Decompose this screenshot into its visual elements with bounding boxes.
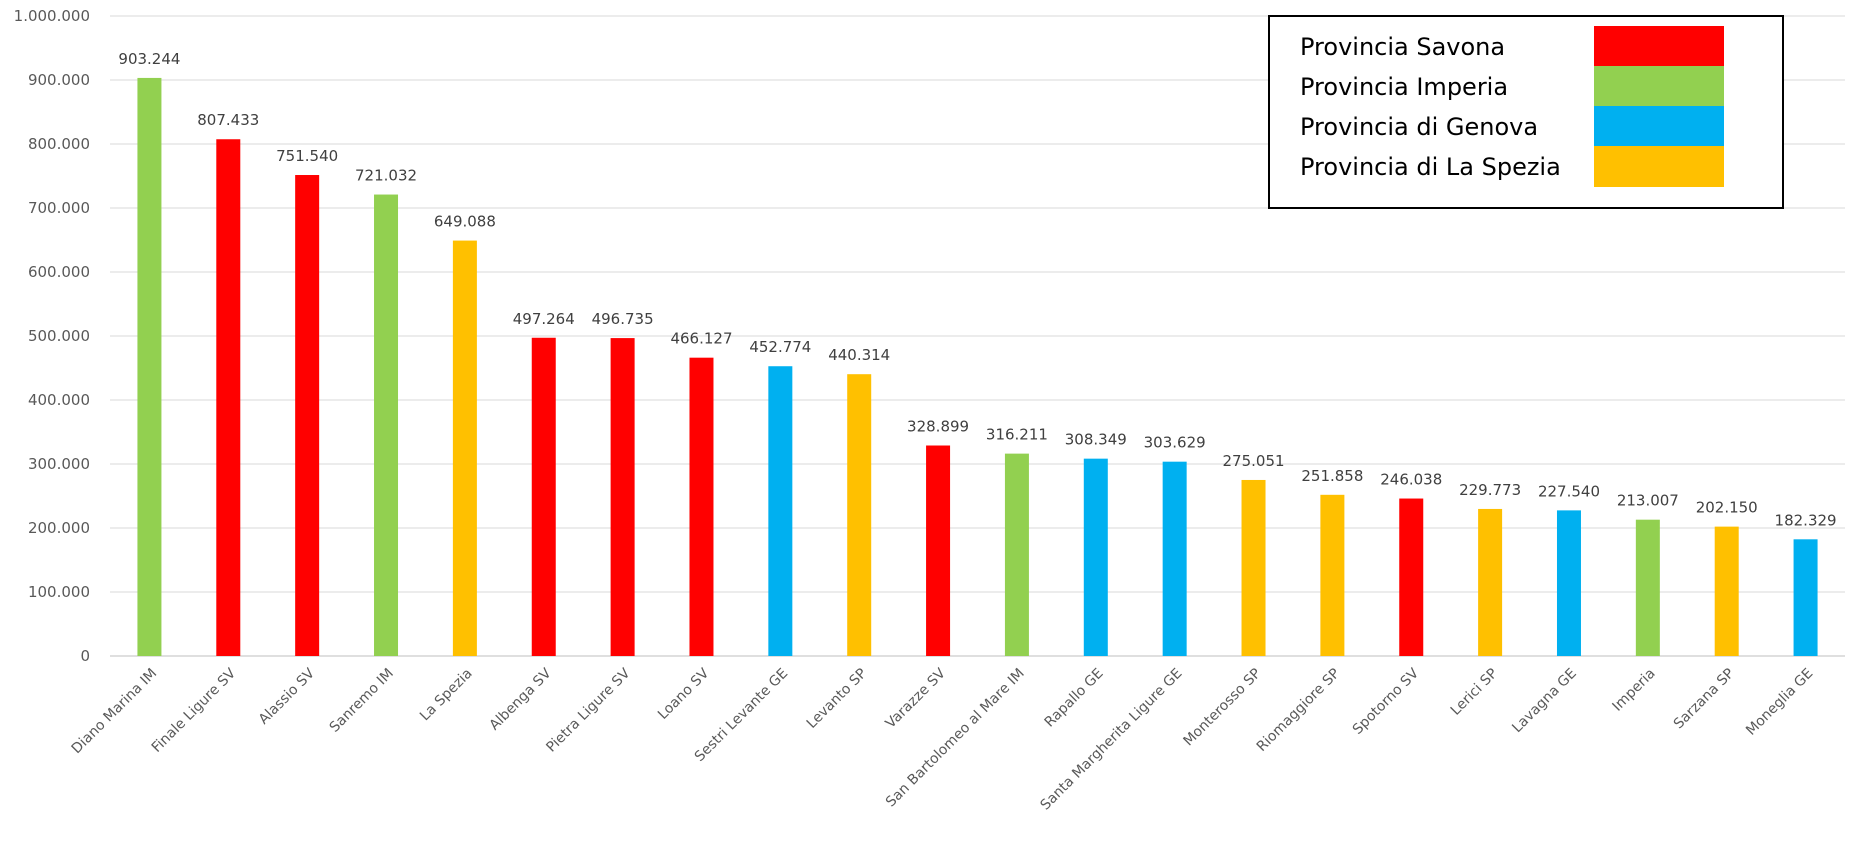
data-label: 251.858 bbox=[1301, 467, 1363, 485]
y-tick-label: 100.000 bbox=[28, 583, 90, 601]
y-tick-label: 400.000 bbox=[28, 391, 90, 409]
data-label: 328.899 bbox=[907, 418, 969, 436]
data-label: 202.150 bbox=[1696, 499, 1758, 517]
category-label: Albenga SV bbox=[487, 665, 555, 733]
bar bbox=[1714, 526, 1739, 656]
data-labels: 903.244 807.433 751.540 721.032 649.088 497.2… bbox=[118, 50, 1836, 529]
bar bbox=[374, 194, 399, 656]
y-axis-tick-labels: 0 100.000 200.000 300.000 400.000 500.000 600.… bbox=[14, 7, 90, 665]
bar bbox=[1399, 498, 1424, 656]
bar bbox=[531, 337, 556, 656]
legend-swatch bbox=[1594, 26, 1724, 67]
category-label: Varazze SV bbox=[883, 665, 950, 732]
data-label: 452.774 bbox=[749, 338, 811, 356]
data-label: 316.211 bbox=[986, 426, 1048, 444]
bar bbox=[1083, 458, 1108, 656]
data-label: 213.007 bbox=[1617, 492, 1679, 510]
y-tick-label: 500.000 bbox=[28, 327, 90, 345]
y-tick-label: 600.000 bbox=[28, 263, 90, 281]
y-tick-label: 300.000 bbox=[28, 455, 90, 473]
category-label: Sanremo IM bbox=[327, 666, 397, 736]
bar bbox=[926, 445, 951, 656]
category-label: Imperia bbox=[1610, 666, 1659, 715]
y-tick-label: 800.000 bbox=[28, 135, 90, 153]
bar bbox=[1556, 510, 1581, 656]
bar bbox=[689, 357, 714, 656]
bar bbox=[452, 240, 477, 656]
bar bbox=[1004, 453, 1029, 656]
category-label: La Spezia bbox=[417, 666, 476, 725]
legend-swatch bbox=[1594, 66, 1724, 107]
bar bbox=[847, 374, 872, 656]
category-label: Moneglia GE bbox=[1743, 666, 1816, 739]
data-label: 649.088 bbox=[434, 213, 496, 231]
bar bbox=[768, 366, 793, 656]
category-label: Levanto SP bbox=[804, 666, 870, 732]
bar bbox=[295, 175, 320, 656]
category-label: Pietra Ligure SV bbox=[543, 665, 633, 755]
data-label: 303.629 bbox=[1144, 434, 1206, 452]
category-label: Diano Marina IM bbox=[69, 666, 161, 758]
y-tick-label: 900.000 bbox=[28, 71, 90, 89]
data-label: 751.540 bbox=[276, 147, 338, 165]
legend-swatch bbox=[1594, 106, 1724, 147]
data-label: 182.329 bbox=[1775, 511, 1837, 529]
category-label: Lavagna GE bbox=[1509, 666, 1580, 737]
category-label: Lerici SP bbox=[1448, 666, 1501, 719]
y-tick-label: 1.000.000 bbox=[14, 7, 90, 25]
data-label: 466.127 bbox=[670, 330, 732, 348]
bar bbox=[137, 77, 162, 657]
bar bbox=[1478, 508, 1503, 656]
data-label: 497.264 bbox=[513, 310, 575, 328]
bar bbox=[1162, 461, 1187, 656]
bar bbox=[216, 139, 241, 657]
y-tick-label: 0 bbox=[80, 647, 90, 665]
data-label: 229.773 bbox=[1459, 481, 1521, 499]
y-tick-label: 200.000 bbox=[28, 519, 90, 537]
category-label: Rapallo GE bbox=[1042, 666, 1107, 731]
bar bbox=[1635, 519, 1660, 656]
category-label: Finale Ligure SV bbox=[149, 665, 240, 756]
data-label: 227.540 bbox=[1538, 482, 1600, 500]
bar bbox=[1793, 539, 1818, 656]
y-tick-label: 700.000 bbox=[28, 199, 90, 217]
category-label: Alassio SV bbox=[256, 665, 319, 728]
legend-swatch bbox=[1594, 146, 1724, 187]
bar bbox=[1320, 494, 1345, 656]
bar bbox=[610, 338, 635, 656]
legend-label: Provincia di La Spezia bbox=[1300, 153, 1561, 181]
category-label: Sarzana SP bbox=[1671, 666, 1738, 733]
data-label: 440.314 bbox=[828, 346, 890, 364]
category-label: Spotorno SV bbox=[1350, 665, 1423, 738]
data-label: 308.349 bbox=[1065, 431, 1127, 449]
category-label: Santa Margherita Ligure GE bbox=[1038, 666, 1186, 814]
category-label: Monterosso SP bbox=[1181, 666, 1265, 750]
data-label: 721.032 bbox=[355, 167, 417, 185]
category-label: San Bartolomeo al Mare IM bbox=[883, 666, 1028, 811]
bar bbox=[1241, 479, 1266, 656]
data-label: 807.433 bbox=[197, 111, 259, 129]
category-label: Riomaggiore SP bbox=[1254, 666, 1343, 755]
bars bbox=[137, 77, 1818, 657]
legend-label: Provincia Savona bbox=[1300, 33, 1505, 61]
data-label: 496.735 bbox=[592, 310, 654, 328]
category-label: Loano SV bbox=[655, 665, 713, 723]
data-label: 246.038 bbox=[1380, 471, 1442, 489]
data-label: 903.244 bbox=[118, 50, 180, 68]
legend-label: Provincia Imperia bbox=[1300, 73, 1508, 101]
legend: Provincia Savona Provincia Imperia Provinc… bbox=[1268, 15, 1784, 209]
legend-label: Provincia di Genova bbox=[1300, 113, 1538, 141]
data-label: 275.051 bbox=[1223, 452, 1285, 470]
